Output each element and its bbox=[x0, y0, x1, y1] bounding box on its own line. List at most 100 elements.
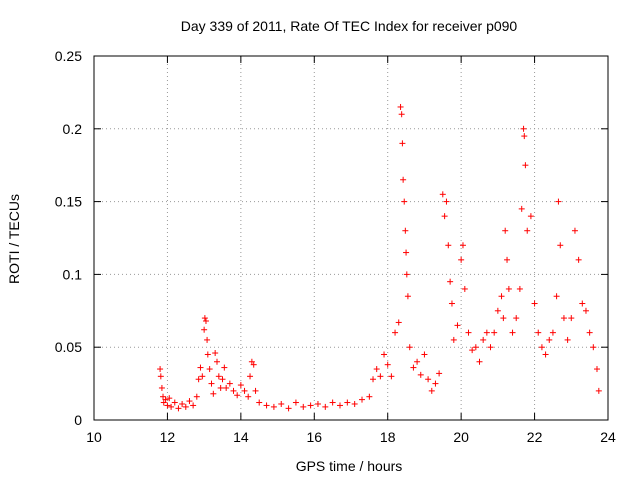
data-point bbox=[370, 376, 377, 383]
data-point bbox=[204, 336, 211, 343]
data-point bbox=[270, 403, 277, 410]
y-tick-label: 0.2 bbox=[63, 121, 83, 137]
data-point bbox=[469, 347, 476, 354]
data-point bbox=[410, 364, 417, 371]
data-point bbox=[425, 376, 432, 383]
data-point bbox=[454, 322, 461, 329]
data-point bbox=[401, 198, 408, 205]
data-point bbox=[590, 344, 597, 351]
data-point bbox=[256, 399, 263, 406]
data-point bbox=[400, 176, 407, 183]
data-point bbox=[190, 402, 197, 409]
data-point bbox=[202, 317, 209, 324]
data-point bbox=[186, 398, 193, 405]
data-point bbox=[307, 402, 314, 409]
x-tick-label: 14 bbox=[233, 429, 249, 445]
data-point bbox=[213, 358, 220, 365]
data-point bbox=[404, 293, 411, 300]
data-point bbox=[241, 387, 248, 394]
data-point bbox=[314, 400, 321, 407]
data-point bbox=[568, 315, 575, 322]
data-point bbox=[237, 382, 244, 389]
data-point bbox=[582, 307, 589, 314]
data-point bbox=[417, 371, 424, 378]
data-point bbox=[366, 393, 373, 400]
data-point bbox=[157, 366, 164, 373]
y-tick-label: 0.15 bbox=[55, 194, 82, 210]
data-point bbox=[524, 227, 531, 234]
data-point bbox=[436, 370, 443, 377]
data-point bbox=[212, 350, 219, 357]
data-point bbox=[546, 336, 553, 343]
x-tick-label: 24 bbox=[600, 429, 616, 445]
data-point bbox=[175, 405, 182, 412]
data-point bbox=[195, 376, 202, 383]
x-tick-label: 20 bbox=[453, 429, 469, 445]
data-point bbox=[535, 329, 542, 336]
data-point bbox=[395, 319, 402, 326]
data-point bbox=[292, 399, 299, 406]
data-point bbox=[414, 358, 421, 365]
data-point bbox=[359, 396, 366, 403]
data-point bbox=[384, 361, 391, 368]
data-point bbox=[164, 402, 171, 409]
data-point bbox=[571, 227, 578, 234]
data-point bbox=[381, 351, 388, 358]
data-point bbox=[179, 400, 186, 407]
data-point bbox=[201, 315, 208, 322]
data-point bbox=[217, 384, 224, 391]
data-point bbox=[403, 249, 410, 256]
data-point bbox=[204, 351, 211, 358]
data-point bbox=[230, 387, 237, 394]
data-point bbox=[166, 395, 173, 402]
data-point bbox=[505, 285, 512, 292]
data-point bbox=[542, 351, 549, 358]
data-point bbox=[397, 103, 404, 110]
data-point bbox=[521, 133, 528, 140]
data-point bbox=[447, 278, 454, 285]
data-point bbox=[215, 373, 222, 380]
x-tick-label: 22 bbox=[527, 429, 543, 445]
data-point bbox=[171, 399, 178, 406]
chart-title: Day 339 of 2011, Rate Of TEC Index for r… bbox=[181, 18, 518, 34]
data-point bbox=[285, 405, 292, 412]
data-point bbox=[388, 373, 395, 380]
data-point bbox=[575, 256, 582, 263]
data-point bbox=[560, 315, 567, 322]
x-tick-label: 10 bbox=[86, 429, 102, 445]
data-point bbox=[538, 344, 545, 351]
data-point bbox=[336, 402, 343, 409]
data-points-layer bbox=[157, 103, 602, 412]
y-axis-label: ROTI / TECUs bbox=[6, 194, 22, 284]
data-point bbox=[504, 256, 511, 263]
data-point bbox=[509, 329, 516, 336]
data-point bbox=[520, 125, 527, 132]
x-tick-label: 12 bbox=[160, 429, 176, 445]
data-point bbox=[557, 242, 564, 249]
data-point bbox=[247, 373, 254, 380]
ticks-layer bbox=[93, 55, 609, 421]
data-point bbox=[502, 227, 509, 234]
data-point bbox=[428, 387, 435, 394]
data-point bbox=[445, 242, 452, 249]
data-point bbox=[344, 399, 351, 406]
data-point bbox=[234, 392, 241, 399]
data-point bbox=[377, 373, 384, 380]
data-point bbox=[373, 366, 380, 373]
data-point bbox=[459, 242, 466, 249]
data-point bbox=[399, 140, 406, 147]
data-point bbox=[441, 213, 448, 220]
data-point bbox=[392, 329, 399, 336]
plot-frame bbox=[93, 55, 609, 421]
data-point bbox=[458, 256, 465, 263]
data-point bbox=[531, 300, 538, 307]
data-point bbox=[208, 380, 215, 387]
data-point bbox=[402, 227, 409, 234]
data-point bbox=[461, 285, 468, 292]
data-point bbox=[221, 364, 228, 371]
data-point bbox=[219, 376, 226, 383]
data-point bbox=[351, 400, 358, 407]
data-point bbox=[579, 300, 586, 307]
data-point bbox=[465, 329, 472, 336]
